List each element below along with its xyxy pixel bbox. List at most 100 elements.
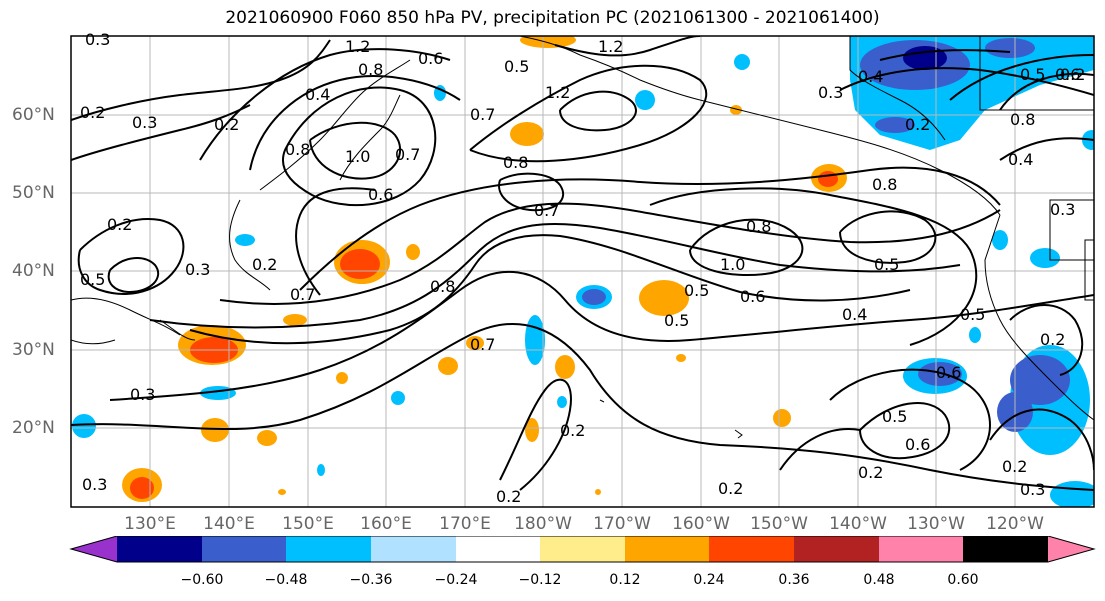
contour-label: 0.8: [285, 140, 310, 159]
contour-label: 0.2: [496, 487, 521, 506]
contour-label: 0.8: [503, 153, 528, 172]
colorbar-segment: [963, 536, 1048, 562]
contour-label: 0.6: [740, 287, 765, 306]
contour-label: 0.8: [746, 217, 771, 236]
contour-labels: 0.3 1.2 1.2 0.8 0.6 0.5 1.2 0.2 0.3 0.2 …: [80, 30, 1085, 506]
contour-label: 0.2: [252, 255, 277, 274]
pv-contours: [71, 36, 1094, 491]
contour-label: 0.3: [82, 475, 107, 494]
lon-label-120w: 120°W: [986, 514, 1044, 534]
lon-label-160e: 160°E: [360, 514, 412, 534]
contour-label: 0.7: [470, 335, 495, 354]
colorbar-tick-label: 0.36: [778, 572, 810, 588]
coastlines: [71, 36, 1094, 439]
contour-label: 0.8: [872, 175, 897, 194]
lat-label-40n: 40°N: [12, 261, 55, 281]
contour-label: 0.7: [470, 105, 495, 124]
contour-label: 0.2: [80, 103, 105, 122]
contour-label: 0.5: [504, 57, 529, 76]
colorbar-segment: [286, 536, 371, 562]
contour-label: 1.2: [545, 83, 570, 102]
contour-label: 1.2: [598, 37, 623, 56]
colorbar-segment: [456, 536, 540, 562]
contour-label: 0.4: [305, 85, 330, 104]
colorbar-segment: [625, 536, 709, 562]
contour-label: 0.2: [1060, 65, 1085, 84]
contour-label: 0.3: [130, 385, 155, 404]
lon-label-130e: 130°E: [124, 514, 176, 534]
colorbar-tick-label: 0.48: [863, 572, 895, 588]
contour-label: 0.8: [358, 60, 383, 79]
contour-label: 0.2: [560, 421, 585, 440]
colorbar-extend-low: [71, 536, 117, 562]
contour-label: 0.7: [290, 285, 315, 304]
contour-label: 0.2: [905, 115, 930, 134]
contour-label: 0.2: [1002, 457, 1027, 476]
contour-label: 0.4: [858, 67, 883, 86]
contour-label: 1.2: [345, 37, 370, 56]
precip-positive-shading: [122, 36, 847, 502]
colorbar-segment: [794, 536, 879, 562]
colorbar-tick-label: 0.60: [947, 572, 979, 588]
contour-label: 0.6: [936, 363, 961, 382]
contour-label: 0.5: [684, 281, 709, 300]
map-frame: [70, 35, 1095, 508]
lon-label-130w: 130°W: [907, 514, 965, 534]
contour-label: 1.0: [345, 147, 370, 166]
contour-label: 0.2: [107, 215, 132, 234]
colorbar-tick-label: 0.24: [693, 572, 725, 588]
colorbar-segment: [540, 536, 625, 562]
contour-label: 0.4: [842, 305, 867, 324]
contour-label: 0.2: [214, 115, 239, 134]
colorbar-segment: [879, 536, 963, 562]
lon-label-150e: 150°E: [282, 514, 334, 534]
colorbar-segment: [117, 536, 202, 562]
lon-label-150w: 150°W: [750, 514, 808, 534]
lon-label-170e: 170°E: [439, 514, 491, 534]
contour-label: 0.6: [1055, 65, 1080, 84]
colorbar-segment: [202, 536, 286, 562]
contour-label: 1.0: [720, 255, 745, 274]
contour-label: 0.5: [874, 255, 899, 274]
colorbar-segment: [371, 536, 456, 562]
colorbar: [69, 536, 1096, 563]
lon-label-180w: 180°W: [514, 514, 572, 534]
lat-label-60n: 60°N: [12, 105, 55, 125]
lon-label-170w: 170°W: [593, 514, 651, 534]
contour-label: 0.8: [1010, 110, 1035, 129]
contour-label: 0.3: [1020, 480, 1045, 499]
contour-label: 0.2: [1040, 330, 1065, 349]
contour-label: 0.6: [905, 435, 930, 454]
lat-label-50n: 50°N: [12, 183, 55, 203]
contour-label: 0.3: [185, 260, 210, 279]
colorbar-tick-label: −0.12: [518, 572, 562, 588]
lon-label-140e: 140°E: [203, 514, 255, 534]
contour-label: 0.8: [430, 277, 455, 296]
contour-label: 0.7: [534, 201, 559, 220]
map-content: [71, 36, 1094, 507]
colorbar-outline: [69, 536, 1096, 563]
contour-label: 0.5: [664, 311, 689, 330]
colorbar-tick-label: −0.24: [434, 572, 478, 588]
contour-label: 0.5: [80, 270, 105, 289]
contour-label: 0.2: [718, 479, 743, 498]
contour-label: 0.3: [85, 30, 110, 49]
map-title: 2021060900 F060 850 hPa PV, precipitatio…: [225, 8, 880, 28]
contour-label: 0.5: [882, 407, 907, 426]
lat-label-30n: 30°N: [12, 340, 55, 360]
colorbar-tick-label: 0.12: [609, 572, 641, 588]
contour-label: 0.7: [395, 145, 420, 164]
lon-label-140w: 140°W: [829, 514, 887, 534]
contour-label: 0.3: [1050, 200, 1075, 219]
contour-label: 0.4: [1008, 150, 1033, 169]
lat-label-20n: 20°N: [12, 418, 55, 438]
contour-label: 0.5: [960, 305, 985, 324]
colorbar-tick-label: −0.48: [264, 572, 308, 588]
colorbar-tick-label: −0.60: [180, 572, 224, 588]
contour-label: 0.3: [132, 113, 157, 132]
colorbar-tick-label: −0.36: [349, 572, 393, 588]
colorbar-extend-high: [1048, 536, 1094, 562]
contour-label: 0.3: [818, 83, 843, 102]
colorbar-segment: [709, 536, 794, 562]
